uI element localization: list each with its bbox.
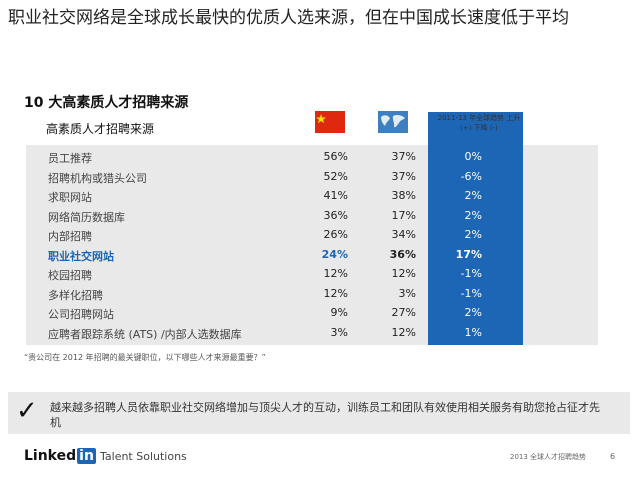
row-label: 校园招聘 — [48, 269, 92, 282]
china-value: 3% — [330, 325, 348, 339]
page-title: 职业社交网络是全球成长最快的优质人选来源，但在中国成长速度低于平均 — [8, 8, 569, 28]
brand-name: Talent Solutions — [100, 450, 187, 463]
row-label: 公司招聘网站 — [48, 308, 114, 321]
global-value: 17% — [391, 208, 416, 222]
trend-value: 17% — [455, 247, 482, 261]
trend-value: 2% — [464, 306, 482, 319]
global-value: 3% — [398, 286, 416, 300]
row-label: 内部招聘 — [48, 230, 92, 243]
china-value: 36% — [323, 208, 348, 222]
logo-in: in — [77, 448, 96, 464]
check-icon: ✓ — [16, 396, 38, 426]
global-value: 12% — [391, 325, 416, 339]
row-label: 招聘机构或猎头公司 — [48, 171, 147, 185]
page-number: 6 — [610, 452, 616, 461]
table-row: 应聘者跟踪系统 (ATS) /内部人选数据库 3% 12% 1% — [26, 323, 523, 343]
trend-value: -6% — [460, 169, 482, 183]
global-value: 12% — [391, 267, 416, 280]
row-label: 应聘者跟踪系统 (ATS) /内部人选数据库 — [48, 327, 242, 341]
trend-value: 0% — [464, 150, 482, 163]
global-value: 38% — [391, 189, 416, 202]
row-label: 网络简历数据库 — [48, 210, 125, 224]
logo-text: Linked — [24, 448, 77, 464]
subtitle: 10 大高素质人才招聘来源 — [24, 95, 189, 111]
table-row: 职业社交网站 24% 36% 17% — [26, 245, 523, 265]
china-value: 24% — [321, 247, 348, 261]
trend-label: 2011-13 年全球趋势 上升 (+) 下降 (-) — [437, 114, 521, 132]
trend-value: 2% — [464, 228, 482, 241]
china-value: 52% — [323, 169, 348, 183]
global-value: 37% — [391, 169, 416, 183]
global-value: 34% — [391, 228, 416, 241]
global-value: 37% — [391, 150, 416, 163]
china-value: 26% — [323, 228, 348, 241]
china-value: 9% — [330, 306, 348, 319]
world-map-icon — [378, 111, 408, 133]
trend-value: 2% — [464, 189, 482, 202]
trend-value: 1% — [464, 325, 482, 339]
row-label: 职业社交网站 — [48, 249, 114, 263]
row-label: 员工推荐 — [48, 152, 92, 165]
banner-text: 越来越多招聘人员依靠职业社交网络增加与顶尖人才的互动，训练员工和团队有效使用相关… — [50, 401, 600, 429]
china-value: 56% — [323, 150, 348, 163]
table-header-label: 高素质人才招聘来源 — [46, 122, 155, 136]
table-row: 招聘机构或猎头公司 52% 37% -6% — [26, 167, 523, 187]
table-row: 公司招聘网站 9% 27% 2% — [26, 303, 523, 323]
linkedin-logo: Linked in — [24, 448, 96, 464]
trend-value: -1% — [460, 286, 482, 300]
table-row: 网络简历数据库 36% 17% 2% — [26, 206, 523, 226]
table-row: 校园招聘 12% 12% -1% — [26, 264, 523, 284]
china-value: 41% — [323, 189, 348, 202]
page-label: 2013 全球人才招聘趋势 — [510, 453, 587, 461]
global-value: 27% — [391, 306, 416, 319]
insight-banner — [8, 392, 630, 434]
row-label: 多样化招聘 — [48, 288, 103, 302]
row-label: 求职网站 — [48, 191, 92, 204]
table-row: 多样化招聘 12% 3% -1% — [26, 284, 523, 304]
china-value: 12% — [323, 267, 348, 280]
table-row: 求职网站 41% 38% 2% — [26, 186, 523, 206]
global-value: 36% — [389, 247, 416, 261]
trend-column — [428, 112, 523, 345]
trend-value: 2% — [464, 208, 482, 222]
china-flag-icon — [315, 111, 345, 133]
trend-value: -1% — [460, 267, 482, 280]
table-row: 员工推荐 56% 37% 0% — [26, 147, 523, 167]
survey-question: “贵公司在 2012 年招聘的最关键职位，以下哪些人才来源最重要？” — [24, 353, 266, 362]
china-value: 12% — [323, 286, 348, 300]
table-row: 内部招聘 26% 34% 2% — [26, 225, 523, 245]
